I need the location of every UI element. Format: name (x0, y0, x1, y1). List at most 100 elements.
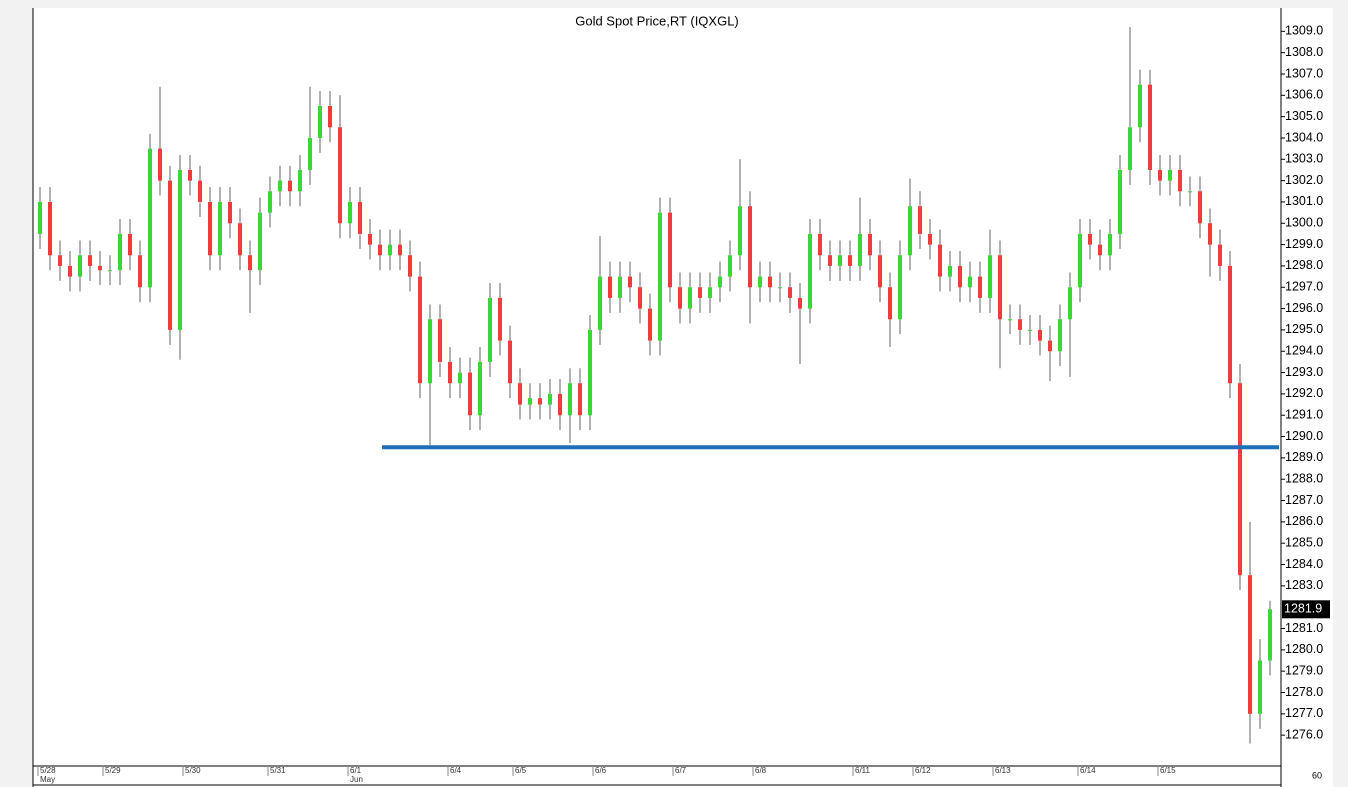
x-tick-label: 6/4 (450, 766, 462, 775)
candle-body (718, 276, 722, 288)
y-tick-label: 1303.0 (1285, 152, 1323, 166)
candle-body (848, 255, 852, 266)
candle-body (1088, 233, 1092, 245)
candle-body (928, 233, 932, 245)
candle-body (898, 255, 902, 320)
y-tick-label: 1289.0 (1285, 450, 1323, 464)
candle-body (198, 180, 202, 202)
candle-body (378, 244, 382, 256)
candle-body (1038, 329, 1042, 341)
candle-body (1218, 244, 1222, 266)
x-tick-label: 5/28 (40, 766, 56, 775)
y-tick-label: 1277.0 (1285, 706, 1323, 720)
candle-body (968, 276, 972, 288)
x-tick-label: 6/5 (515, 766, 527, 775)
y-tick-label: 1280.0 (1285, 642, 1323, 656)
candle-body (218, 201, 222, 256)
candle-body (908, 206, 912, 256)
candle-body (888, 287, 892, 320)
candle-body (988, 255, 992, 298)
candle-body (238, 223, 242, 256)
candle-body (648, 308, 652, 341)
candle-body (678, 287, 682, 309)
candle-body (628, 276, 632, 288)
candle-body (708, 287, 712, 298)
candle-body (1008, 319, 1012, 321)
candle-body (1238, 383, 1242, 576)
month-label: May (40, 775, 55, 784)
y-tick-label: 1296.0 (1285, 301, 1323, 315)
x-tick-label: 6/6 (595, 766, 607, 775)
y-tick-label: 1276.0 (1285, 727, 1323, 741)
candle-body (1098, 244, 1102, 256)
candle-body (438, 319, 442, 362)
candle-body (548, 393, 552, 405)
x-tick-label: 6/13 (995, 766, 1011, 775)
candle-body (68, 265, 72, 277)
candle-body (1248, 575, 1252, 714)
candle-body (638, 287, 642, 309)
x-tick-label: 6/8 (755, 766, 767, 775)
candle-body (368, 233, 372, 245)
x-tick-label: 6/7 (675, 766, 687, 775)
candle-body (468, 372, 472, 416)
interval-label: 60 (1312, 770, 1322, 780)
y-tick-label: 1286.0 (1285, 514, 1323, 528)
candle-body (498, 297, 502, 341)
candle-body (598, 276, 602, 330)
candle-body (228, 201, 232, 224)
candle-body (448, 361, 452, 384)
candle-body (728, 255, 732, 277)
candle-body (418, 276, 422, 384)
candle-body (1078, 233, 1082, 288)
candle-body (838, 255, 842, 266)
candle-body (208, 201, 212, 256)
candle-body (1118, 169, 1122, 234)
candle-body (1058, 319, 1062, 352)
y-tick-label: 1281.0 (1285, 621, 1323, 635)
candle-body (688, 287, 692, 309)
candle-body (1108, 233, 1112, 256)
candle-body (358, 201, 362, 234)
candle-body (58, 255, 62, 266)
candle-body (1138, 84, 1142, 128)
y-tick-label: 1278.0 (1285, 685, 1323, 699)
x-tick-label: 6/11 (855, 766, 871, 775)
x-tick-label: 6/1 (350, 766, 362, 775)
candle-body (1168, 169, 1172, 181)
candle-body (88, 255, 92, 266)
x-tick-label: 5/30 (185, 766, 201, 775)
candle-body (808, 233, 812, 309)
y-tick-label: 1300.0 (1285, 216, 1323, 230)
candle-body (158, 148, 162, 181)
candle-body (698, 287, 702, 298)
y-tick-label: 1298.0 (1285, 258, 1323, 272)
x-tick-label: 5/31 (270, 766, 286, 775)
candle-body (938, 244, 942, 277)
candle-body (1268, 609, 1272, 661)
candle-body (388, 244, 392, 256)
last-price-label: 1281.9 (1284, 602, 1322, 616)
y-tick-label: 1284.0 (1285, 557, 1323, 571)
candle-body (1208, 223, 1212, 245)
y-tick-label: 1285.0 (1285, 535, 1323, 549)
candle-body (398, 244, 402, 256)
y-tick-label: 1308.0 (1285, 45, 1323, 59)
y-tick-label: 1297.0 (1285, 280, 1323, 294)
candle-body (318, 105, 322, 138)
candle-body (1048, 340, 1052, 352)
candle-body (558, 393, 562, 416)
candle-body (788, 287, 792, 298)
candle-body (488, 297, 492, 362)
last-price-box (1282, 600, 1330, 619)
candle-body (348, 201, 352, 224)
candle-body (148, 148, 152, 288)
candle-body (588, 329, 592, 416)
candle-body (738, 206, 742, 256)
y-tick-label: 1307.0 (1285, 66, 1323, 80)
candle-body (658, 212, 662, 341)
candle-body (98, 265, 102, 271)
y-tick-label: 1305.0 (1285, 109, 1323, 123)
y-tick-label: 1293.0 (1285, 365, 1323, 379)
